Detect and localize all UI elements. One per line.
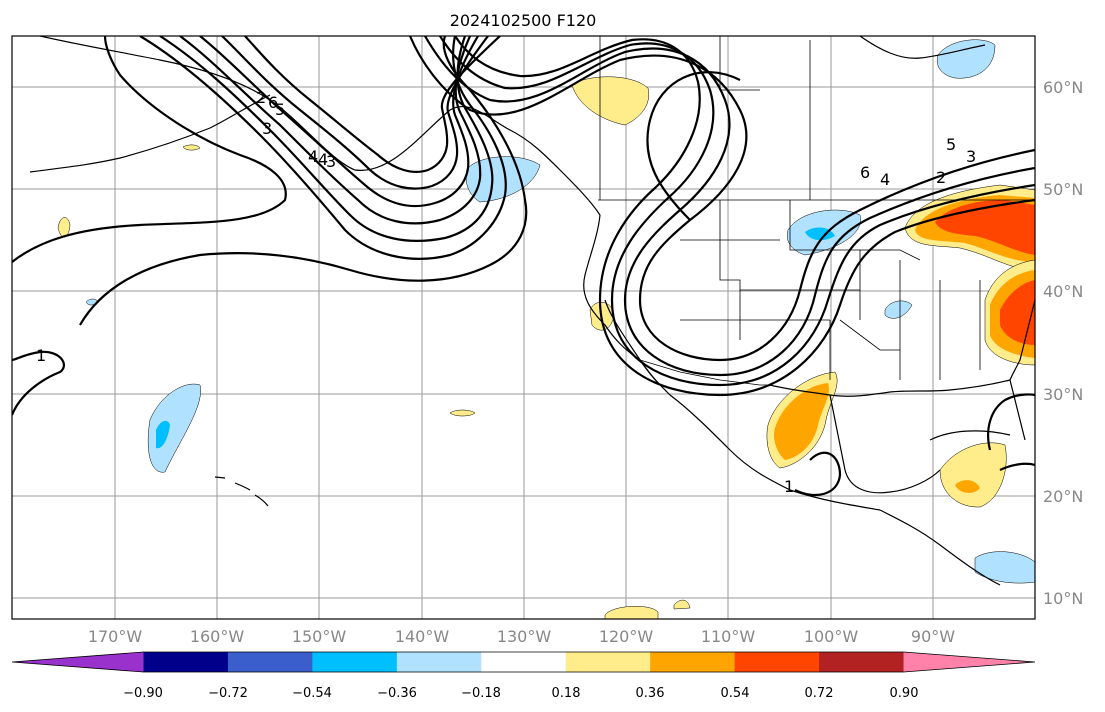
contour-label: 6: [860, 163, 870, 182]
lat-label: 60°N: [1043, 78, 1083, 97]
coastlines: [29, 36, 1035, 586]
lon-label: 170°W: [88, 627, 143, 646]
colorbar-tick-label: 0.72: [805, 686, 834, 701]
contour-label: 3: [966, 147, 976, 166]
map-title: 2024102500 F120: [450, 11, 597, 30]
lat-label: 30°N: [1043, 385, 1083, 404]
colorbar-segment: [143, 652, 229, 672]
lat-label: 50°N: [1043, 180, 1083, 199]
lon-label: 130°W: [497, 627, 552, 646]
contour-label: 4: [308, 147, 318, 166]
contour-label: 3: [326, 152, 336, 171]
colorbar-segment: [650, 652, 736, 672]
lat-label: 10°N: [1043, 589, 1083, 608]
colorbar-segment: [819, 652, 905, 672]
contour-label: 5: [946, 135, 956, 154]
contour-label: 1: [784, 477, 794, 496]
lon-label: 100°W: [804, 627, 859, 646]
colorbar-tick-label: −0.54: [292, 686, 332, 701]
contour-label: 4: [880, 170, 890, 189]
map-frame: [11, 35, 1036, 620]
colorbar-tick-label: −0.90: [123, 686, 163, 701]
colorbar-segment: [396, 652, 482, 672]
contour-label: 2: [936, 168, 946, 187]
latitude-labels: 60°N 50°N 40°N 30°N 20°N 10°N: [1043, 78, 1083, 608]
lat-label: 20°N: [1043, 487, 1083, 506]
contour-label: 3: [262, 119, 272, 138]
lon-label: 120°W: [599, 627, 654, 646]
contour-label: 4: [318, 150, 328, 169]
lon-label: 90°W: [911, 627, 955, 646]
colorbar-outline: [11, 651, 1036, 673]
lat-label: 40°N: [1043, 282, 1083, 301]
colorbar-tick-label: −0.72: [208, 686, 248, 701]
lon-label: 150°W: [292, 627, 347, 646]
colorbar-segment: [12, 652, 144, 672]
colorbar: [11, 651, 1036, 673]
colorbar-tick-label: −0.36: [377, 686, 417, 701]
colorbar-segment: [481, 652, 567, 672]
colorbar-segment: [565, 652, 651, 672]
colorbar-tick-label: 0.18: [552, 686, 581, 701]
lon-label: 110°W: [701, 627, 756, 646]
contour-label: 2: [256, 88, 266, 107]
colorbar-tick-label: −0.18: [461, 686, 501, 701]
colorbar-segment: [312, 652, 398, 672]
longitude-labels: 170°W 160°W 150°W 140°W 130°W 120°W 110°…: [88, 627, 955, 646]
contour-label: 1: [36, 346, 46, 365]
colorbar-tick-label: 0.90: [890, 686, 919, 701]
colorbar-segment: [903, 652, 1035, 672]
lon-label: 140°W: [395, 627, 450, 646]
contour-label: 5: [275, 100, 285, 119]
longitude-gridlines: [114, 36, 934, 619]
contour-label: 6: [268, 93, 278, 112]
colorbar-labels: −0.90 −0.72 −0.54 −0.36 −0.18 0.18 0.36 …: [123, 686, 918, 701]
colorbar-tick-label: 0.36: [636, 686, 665, 701]
contour-labels: 1 2 3 4 5 6 1 2 3 4 5 6 4 3: [36, 88, 976, 496]
height-contours: [12, 36, 1035, 497]
lon-label: 160°W: [190, 627, 245, 646]
colorbar-tick-label: 0.54: [721, 686, 750, 701]
colorbar-segment: [227, 652, 313, 672]
colorbar-segment: [734, 652, 820, 672]
